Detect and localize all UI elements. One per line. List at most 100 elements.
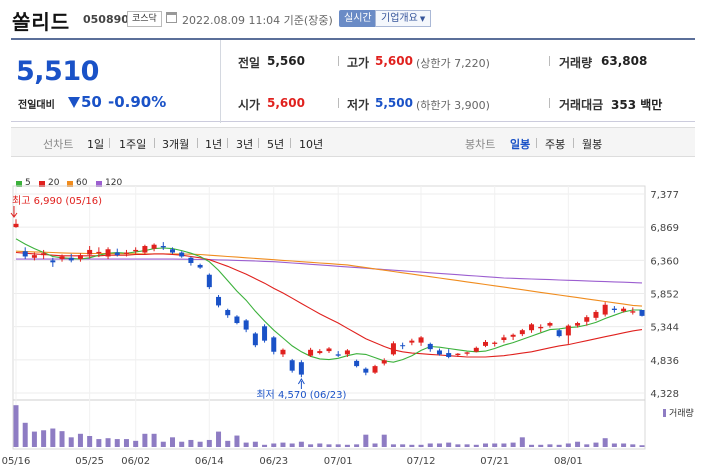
prev-close-label: 전일: [238, 56, 261, 70]
volume-bar: [621, 443, 627, 447]
volume-bar: [575, 441, 581, 447]
period-1day[interactable]: 1일: [87, 138, 105, 151]
x-tick-label: 07/21: [480, 456, 509, 467]
volume-bar: [114, 439, 120, 447]
x-tick-label: 06/02: [121, 456, 150, 467]
volume-bar: [170, 437, 175, 447]
candle-body: [510, 334, 516, 337]
stock-code: 050890: [83, 13, 129, 26]
volume-bar: [464, 444, 470, 447]
volume-label: 거래량: [559, 56, 593, 70]
volume-bar: [50, 428, 56, 447]
candle-body: [436, 350, 442, 355]
candle-body: [188, 257, 194, 263]
volume-bar: [308, 444, 314, 447]
y-tick-label: 5,852: [650, 290, 679, 301]
volume-bar: [418, 444, 424, 447]
period-daily[interactable]: 일봉: [510, 138, 531, 151]
volume-bar: [225, 440, 231, 447]
divider: [338, 56, 339, 66]
ma5-legend: 5: [25, 178, 31, 188]
prev-close-value: 5,560: [267, 54, 305, 68]
volume-bar: [344, 444, 350, 447]
candle-body: [344, 350, 350, 355]
volume-bar: [179, 441, 185, 447]
candle-body: [160, 246, 166, 248]
divider: [536, 138, 537, 148]
x-tick-label: 08/01: [554, 456, 583, 467]
candle-body: [354, 360, 360, 367]
candle-body: [123, 252, 129, 254]
volume-bar: [41, 430, 47, 447]
period-5year[interactable]: 5년: [267, 138, 285, 151]
x-tick-label: 05/16: [2, 456, 31, 467]
candle-body: [298, 362, 304, 375]
volume-bar: [123, 439, 129, 447]
volume-bar: [446, 442, 452, 447]
period-10year[interactable]: 10년: [299, 138, 324, 151]
candle-body: [114, 252, 120, 256]
volume-bar: [13, 405, 19, 447]
y-tick-label: 6,869: [650, 223, 679, 234]
x-tick-label: 06/14: [195, 456, 224, 467]
period-3year[interactable]: 3년: [236, 138, 254, 151]
volume-bar: [262, 444, 268, 447]
company-overview-dropdown[interactable]: 기업개요 ▼: [375, 10, 432, 27]
candle-body: [197, 264, 203, 268]
candle-body: [68, 257, 74, 261]
volume-bar: [271, 443, 277, 447]
price-chart[interactable]: 7,377 6,869 6,360 5,852 5,344 4,836 4,328 05/16…: [0, 185, 706, 470]
volume-bar: [593, 442, 599, 447]
volume-bar: [151, 433, 157, 447]
current-price: 5,510: [16, 56, 99, 87]
down-arrow-icon: [68, 97, 80, 108]
candle-body: [179, 252, 185, 257]
y-tick-label: 4,328: [650, 389, 679, 400]
period-monthly[interactable]: 월봉: [582, 138, 603, 151]
period-1year[interactable]: 1년: [205, 138, 223, 151]
volume-bar: [105, 438, 111, 447]
candle-body: [77, 255, 83, 260]
volume-bar: [372, 443, 378, 447]
candle-body: [529, 324, 535, 331]
volume-bar: [639, 445, 645, 447]
amount-value: 353 백만: [611, 98, 663, 112]
candle-body: [151, 244, 157, 249]
volume-bar: [538, 444, 544, 447]
chevron-down-icon: ▼: [419, 15, 426, 23]
volume-bar: [280, 442, 286, 447]
divider: [220, 40, 221, 123]
volume-bar: [234, 435, 240, 447]
amount-label: 거래대금: [559, 98, 604, 112]
candle-body: [565, 325, 571, 336]
candle-body: [216, 296, 222, 306]
ma120-legend: 120: [105, 178, 123, 188]
ma60-swatch: [67, 181, 73, 187]
candle-body: [593, 311, 599, 318]
volume-bar: [289, 443, 295, 447]
volume-bar: [87, 436, 93, 447]
volume-bar: [31, 431, 37, 447]
volume-bar: [630, 444, 636, 447]
candle-body: [418, 337, 424, 343]
volume-bar: [22, 422, 28, 447]
divider: [227, 138, 228, 148]
period-3month[interactable]: 3개월: [162, 138, 190, 151]
volume-bar: [59, 431, 65, 447]
candle-body: [538, 326, 544, 329]
x-tick-label: 05/25: [75, 456, 104, 467]
high-arrow-head: [10, 212, 18, 218]
company-overview-label: 기업개요: [381, 13, 418, 24]
volume-bar: [206, 439, 212, 447]
divider: [109, 138, 110, 148]
volume-bar: [68, 437, 74, 447]
realtime-button[interactable]: 실시간: [339, 10, 377, 27]
period-weekly[interactable]: 주봉: [545, 138, 566, 151]
open-value: 5,600: [267, 96, 305, 110]
candle-body: [170, 249, 175, 253]
volume-bar: [501, 443, 507, 447]
candle-body: [96, 251, 102, 254]
period-1week[interactable]: 1주일: [119, 138, 147, 151]
volume-bar: [483, 443, 488, 447]
candle-body: [483, 341, 488, 346]
